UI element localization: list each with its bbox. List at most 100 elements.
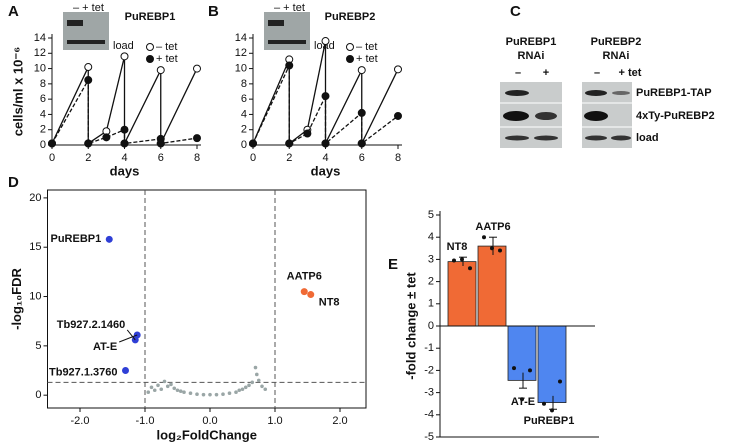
x-tick-label: 0 [250,152,256,164]
y-tick-label: 2 [428,276,434,288]
data-point [321,37,330,46]
data-point [357,66,366,75]
data-point [214,392,219,397]
data-point [307,291,315,299]
band [612,91,630,95]
x-tick-label: 6 [158,152,164,164]
point-label: AT-E [93,341,117,353]
replicate-dot [468,266,472,271]
lane-label: – [594,67,600,79]
y-tick-label: 15 [29,241,41,253]
y-tick-label: -1 [424,342,434,354]
bar [507,325,537,381]
point-label: PuREBP1 [51,233,102,245]
legend-label: + tet [356,53,378,65]
data-point [156,66,165,75]
data-point [84,76,93,85]
y-tick-label: 5 [428,209,434,221]
chart-title: PuREBP2 [325,11,376,23]
data-point [120,139,129,148]
inset-blot [264,12,310,50]
x-tick-label: 8 [194,152,200,164]
data-point [84,139,93,148]
band [611,135,631,141]
data-point [146,390,151,395]
legend-marker [146,43,154,51]
data-point [394,111,402,120]
inset-lanes: – + tet [274,2,305,14]
y-tick-label: -4 [424,409,434,421]
band-label: PuREBP1-TAP [636,87,712,99]
legend-marker [346,43,354,51]
replicate-dot [460,257,464,262]
inset-lanes: – + tet [73,2,104,14]
data-point [260,384,264,389]
x-axis-label: log₂FoldChange [157,427,257,442]
data-point [357,108,366,117]
data-point [208,392,212,397]
x-tick-label: 2.0 [332,415,347,427]
data-point [188,391,193,396]
y-tick-label: 0 [428,320,434,332]
data-point [243,385,248,390]
y-tick-label: 4 [241,108,247,120]
blot-title: PuREBP1 [506,36,557,48]
x-tick-label: 1.0 [267,415,282,427]
band [535,112,557,120]
y-tick-label: 12 [235,47,247,59]
x-tick-label: 4 [121,152,127,164]
y-tick-label: 8 [241,78,247,90]
chart-title: PuREBP1 [125,11,176,23]
band [505,90,529,96]
data-point [285,61,294,70]
x-tick-label: 2 [85,152,91,164]
y-tick-label: 2 [241,124,247,136]
data-point [159,387,164,392]
replicate-dot [528,368,532,373]
leader-line [119,334,138,343]
bar [537,325,567,403]
band-label: load [636,132,659,144]
lane-label: + [543,67,549,79]
leader-line [126,329,136,341]
inset-label: load [113,40,134,52]
y-tick-label: 2 [40,124,46,136]
data-point [156,139,165,148]
data-point [221,392,225,396]
inset-blot [63,12,109,50]
y-tick-label: 4 [428,231,434,243]
data-point [178,389,183,394]
lane-label: + tet [619,67,642,79]
x-tick-label: 0 [49,152,55,164]
data-point [122,367,129,375]
replicate-dot [520,397,524,402]
y-tick-label: 12 [34,47,46,59]
data-point [84,63,93,72]
series-line [252,65,399,145]
data-point [250,380,255,385]
data-point [120,125,129,134]
replicate-dot [550,408,554,413]
blot-title: PuREBP2 [591,36,642,48]
data-point [285,139,294,148]
point-label: Tb927.1.3760 [49,366,118,378]
legend-label: – tet [156,41,177,53]
data-point [193,134,201,143]
inset-band [67,40,105,44]
data-point [247,383,251,388]
data-point [263,387,268,392]
y-tick-label: 20 [29,192,41,204]
data-point [394,65,402,74]
replicate-dot [542,401,546,406]
category-label: PuREBP1 [524,415,575,427]
inset-band [268,40,306,44]
y-tick-label: -2 [424,364,434,376]
data-point [234,390,238,395]
y-tick-label: 10 [34,62,46,74]
category-label: AT-E [511,396,535,408]
data-point [227,391,232,396]
x-tick-label: 4 [322,152,328,164]
category-label: AATP6 [475,221,510,233]
y-tick-label: 10 [235,62,247,74]
y-tick-label: 0 [35,389,41,401]
